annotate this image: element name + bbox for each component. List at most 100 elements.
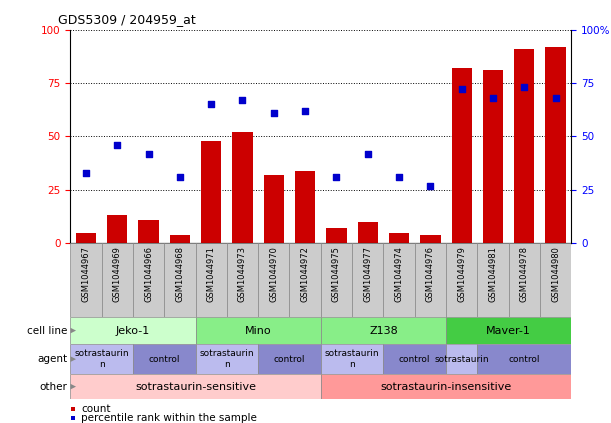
Bar: [477, 243, 509, 317]
Bar: [321, 243, 352, 317]
Bar: [107, 215, 128, 243]
Text: control: control: [148, 354, 180, 364]
Text: Mino: Mino: [245, 326, 271, 335]
Text: sotrastaurin-sensitive: sotrastaurin-sensitive: [135, 382, 256, 392]
Bar: [263, 175, 284, 243]
Bar: [76, 233, 96, 243]
Text: Jeko-1: Jeko-1: [115, 326, 150, 335]
Bar: [227, 243, 258, 317]
Point: [81, 169, 91, 176]
Text: sotrastaurin: sotrastaurin: [434, 354, 489, 364]
Text: sotrastaurin
n: sotrastaurin n: [75, 349, 129, 369]
Bar: [326, 228, 346, 243]
Bar: [170, 235, 190, 243]
Point: [300, 107, 310, 114]
Bar: [71, 407, 75, 412]
Bar: [258, 344, 321, 374]
Bar: [164, 243, 196, 317]
Bar: [477, 344, 571, 374]
Point: [457, 86, 467, 93]
Bar: [321, 344, 384, 374]
Point: [175, 173, 185, 180]
Point: [112, 142, 122, 148]
Bar: [295, 170, 315, 243]
Bar: [321, 374, 571, 399]
Text: GSM1044969: GSM1044969: [113, 246, 122, 302]
Bar: [546, 47, 566, 243]
Bar: [71, 416, 75, 420]
Text: GSM1044966: GSM1044966: [144, 246, 153, 302]
Bar: [70, 344, 133, 374]
Text: GSM1044971: GSM1044971: [207, 246, 216, 302]
Text: sotrastaurin-insensitive: sotrastaurin-insensitive: [381, 382, 511, 392]
Bar: [70, 374, 321, 399]
Text: GSM1044977: GSM1044977: [364, 246, 372, 302]
Point: [332, 173, 342, 180]
Bar: [514, 49, 535, 243]
Bar: [446, 243, 477, 317]
Bar: [321, 317, 446, 344]
Text: GSM1044978: GSM1044978: [520, 246, 529, 302]
Bar: [201, 141, 221, 243]
Text: sotrastaurin
n: sotrastaurin n: [325, 349, 379, 369]
Text: GSM1044980: GSM1044980: [551, 246, 560, 302]
Text: GSM1044968: GSM1044968: [175, 246, 185, 302]
Text: Maver-1: Maver-1: [486, 326, 531, 335]
Text: GSM1044975: GSM1044975: [332, 246, 341, 302]
Text: count: count: [81, 404, 111, 415]
Text: GSM1044973: GSM1044973: [238, 246, 247, 302]
Point: [238, 97, 247, 104]
Text: GSM1044979: GSM1044979: [457, 246, 466, 302]
Bar: [357, 222, 378, 243]
Bar: [101, 243, 133, 317]
Bar: [483, 70, 503, 243]
Bar: [415, 243, 446, 317]
Bar: [509, 243, 540, 317]
Bar: [196, 243, 227, 317]
Text: cell line: cell line: [27, 326, 67, 335]
Bar: [384, 243, 415, 317]
Text: GSM1044976: GSM1044976: [426, 246, 435, 302]
Text: GSM1044970: GSM1044970: [269, 246, 278, 302]
Bar: [138, 220, 159, 243]
Bar: [446, 317, 571, 344]
Bar: [196, 317, 321, 344]
Bar: [70, 317, 196, 344]
Text: GDS5309 / 204959_at: GDS5309 / 204959_at: [58, 13, 196, 26]
Bar: [420, 235, 441, 243]
Text: GSM1044981: GSM1044981: [489, 246, 497, 302]
Bar: [540, 243, 571, 317]
Bar: [352, 243, 384, 317]
Bar: [133, 243, 164, 317]
Point: [363, 150, 373, 157]
Point: [425, 182, 435, 189]
Text: GSM1044972: GSM1044972: [301, 246, 310, 302]
Text: control: control: [274, 354, 306, 364]
Text: control: control: [399, 354, 431, 364]
Bar: [384, 344, 446, 374]
Text: GSM1044967: GSM1044967: [81, 246, 90, 302]
Text: sotrastaurin
n: sotrastaurin n: [200, 349, 254, 369]
Bar: [290, 243, 321, 317]
Point: [394, 173, 404, 180]
Point: [269, 110, 279, 116]
Bar: [446, 344, 477, 374]
Point: [519, 84, 529, 91]
Text: control: control: [508, 354, 540, 364]
Bar: [389, 233, 409, 243]
Bar: [258, 243, 290, 317]
Bar: [196, 344, 258, 374]
Text: Z138: Z138: [369, 326, 398, 335]
Point: [488, 95, 498, 102]
Text: percentile rank within the sample: percentile rank within the sample: [81, 413, 257, 423]
Text: agent: agent: [37, 354, 67, 364]
Point: [551, 95, 560, 102]
Text: GSM1044974: GSM1044974: [395, 246, 403, 302]
Bar: [452, 68, 472, 243]
Bar: [133, 344, 196, 374]
Bar: [70, 243, 101, 317]
Bar: [232, 132, 253, 243]
Point: [207, 101, 216, 108]
Point: [144, 150, 153, 157]
Text: other: other: [39, 382, 67, 392]
